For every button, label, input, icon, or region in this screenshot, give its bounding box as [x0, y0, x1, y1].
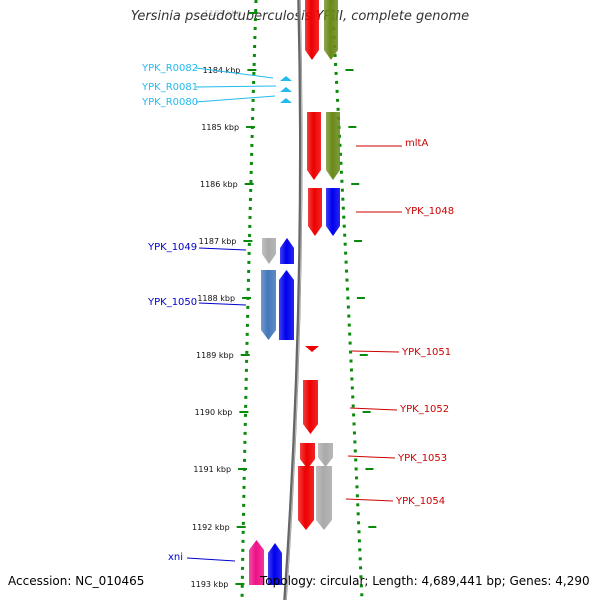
gene-leader-line [198, 302, 247, 306]
tick-label: 1187 kbp [199, 237, 237, 246]
gene-leader-line [186, 557, 236, 562]
tick-label: 1193 kbp [191, 580, 229, 589]
gene-label: YPK_1051 [401, 347, 451, 358]
trna-marker-1 [280, 87, 292, 92]
gene-label: YPK_1052 [399, 404, 449, 415]
gene-leader-line [198, 247, 247, 251]
gene-label: xni [168, 552, 183, 563]
gene-arrow-ypk1050-steel [261, 270, 276, 340]
gene-leader-line [345, 498, 394, 502]
gene-label: YPK_1048 [404, 206, 454, 217]
trna-marker-0 [280, 76, 292, 81]
tick-label: 1188 kbp [197, 294, 235, 303]
gene-arrow-ypk1053-gray [318, 443, 333, 467]
gene-arrow-ypk1048-partner [326, 188, 340, 236]
gene-leader-line [195, 85, 277, 88]
gene-arrow-top-red [305, 0, 319, 60]
gene-label: YPK_1050 [147, 297, 197, 308]
gene-label: mltA [405, 138, 428, 149]
tick-label: 1186 kbp [200, 180, 238, 189]
gene-label: YPK_R0080 [141, 97, 198, 108]
gene-leader-line [195, 67, 274, 79]
tick-label: 1185 kbp [201, 123, 239, 132]
accession-text: Accession: NC_010465 [8, 574, 145, 588]
gene-arrow-ypk1048 [308, 188, 322, 236]
gene-arrow-mltA [307, 112, 321, 180]
gene-arrow-ypk1049-gray [262, 238, 276, 264]
tick-label: 1189 kbp [196, 351, 234, 360]
gene-label: YPK_1054 [395, 496, 445, 507]
gene-arrow-ypk1052 [303, 380, 318, 434]
gene-arrow-ypk1049 [280, 238, 294, 264]
gene-label: YPK_1049 [147, 242, 197, 253]
gene-leader-line [351, 350, 400, 353]
gene-leader-line [349, 407, 398, 411]
genome-summary-text: Topology: circular; Length: 4,689,441 bp… [260, 574, 590, 588]
gene-label: YPK_1053 [397, 453, 447, 464]
gene-arrow-ypk1054-gray [316, 466, 332, 530]
genome-backbone-line [283, 0, 303, 600]
gene-arrow-ypk1053 [300, 443, 315, 469]
gene-leader-line [195, 95, 276, 103]
gene-arrow-mltA-partner [326, 112, 340, 180]
gene-label: YPK_R0081 [141, 82, 198, 93]
tick-label: 1190 kbp [195, 408, 233, 417]
gene-arrow-xni [268, 543, 282, 585]
gene-arrow-top-olive [324, 0, 338, 60]
tick-label: 1192 kbp [192, 523, 230, 532]
gene-label: YPK_R0082 [141, 63, 198, 74]
trna-marker-2 [280, 98, 292, 103]
gene-leader-line [347, 455, 396, 459]
gene-arrow-xni-magenta [249, 540, 264, 585]
gene-arrow-ypk1051 [305, 346, 319, 352]
outer-dotted-track-left [240, 0, 258, 600]
tick-label: 1191 kbp [193, 465, 231, 474]
outer-dotted-track-right [330, 0, 364, 600]
gene-arrow-ypk1054 [298, 466, 314, 530]
tick-label: 1184 kbp [203, 66, 241, 75]
gene-arrow-ypk1050 [279, 270, 294, 340]
genome-backbone-highlight [285, 0, 303, 600]
tick-label: 1183 kbp [204, 9, 242, 18]
